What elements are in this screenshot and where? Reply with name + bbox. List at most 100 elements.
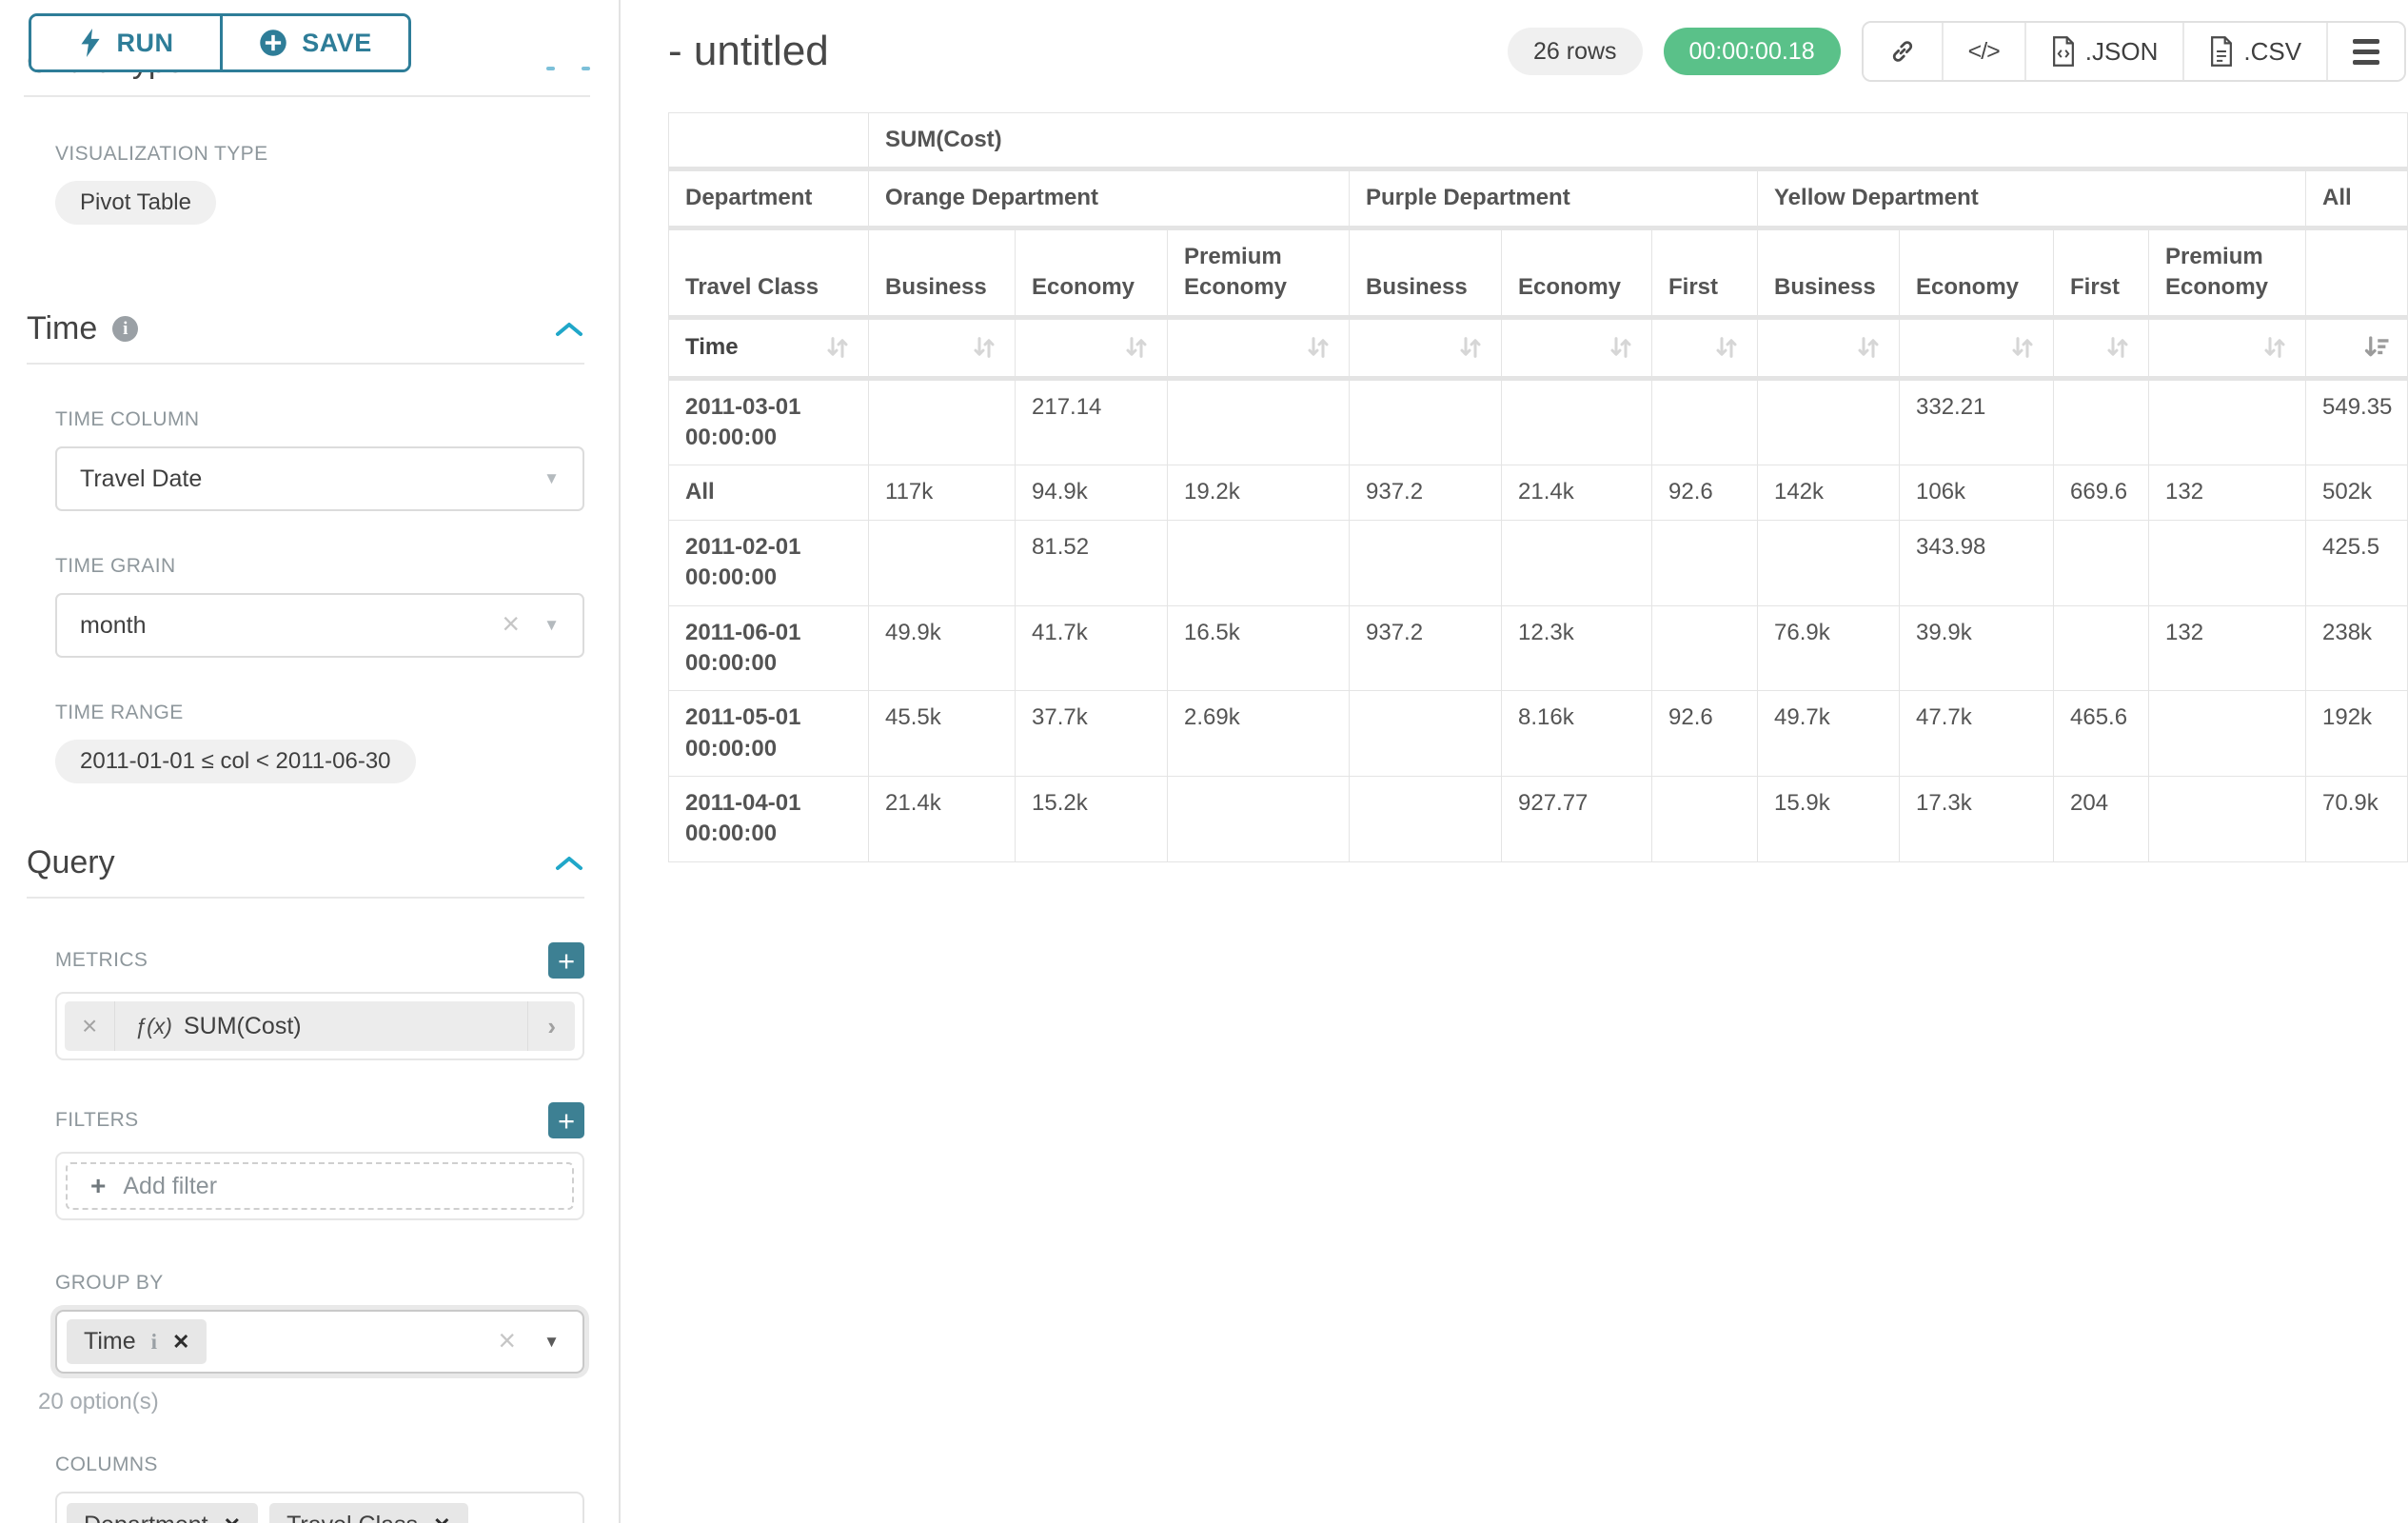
pivot-sorter-cell[interactable] [1501,316,1652,381]
run-button[interactable]: RUN [31,16,220,69]
sort-icon[interactable] [1712,333,1741,362]
chevron-up-icon[interactable] [554,320,584,339]
add-metric-button[interactable]: + [548,942,584,979]
pivot-sorter-cell[interactable] [2304,316,2408,381]
pivot-row3-corner: Travel Class [668,227,869,320]
time-column-value: Travel Date [80,465,203,492]
pivot-sorter-cell[interactable] [1349,316,1502,381]
pivot-value-cell [2148,776,2306,862]
pivot-col-group-header: All [2304,168,2408,230]
export-csv-button[interactable]: .CSV [2182,23,2327,80]
save-button[interactable]: SAVE [220,16,408,69]
sort-icon[interactable] [1456,333,1485,362]
sort-icon[interactable] [2260,333,2289,362]
lightning-icon [80,29,100,57]
pivot-value-cell: 502k [2304,465,2408,521]
visualization-type-pill[interactable]: Pivot Table [55,181,216,225]
pivot-value-cell: 76.9k [1757,604,1900,692]
pivot-col-header: Economy [1015,227,1168,320]
pivot-sorter-cell[interactable] [2148,316,2306,381]
time-range-pill[interactable]: 2011-01-01 ≤ col < 2011-06-30 [55,740,416,783]
pivot-value-cell: 465.6 [2053,690,2149,778]
clear-icon[interactable]: × [502,606,520,642]
pivot-sorter-cell[interactable] [1899,316,2054,381]
sort-icon[interactable] [970,333,998,362]
pivot-value-cell: 19.2k [1167,465,1350,521]
sort-icon[interactable] [2008,333,2037,362]
export-json-label: .JSON [2084,36,2159,66]
columns-select[interactable]: Department ✕ Travel Class ✕ × ▼ [55,1492,584,1523]
sort-desc-icon[interactable] [2362,333,2391,362]
columns-tag[interactable]: Department ✕ [67,1503,259,1523]
pivot-value-cell [2148,377,2306,466]
pivot-value-cell: 238k [2304,604,2408,692]
remove-tag-icon[interactable]: ✕ [172,1329,190,1354]
sort-icon[interactable] [1854,333,1883,362]
export-json-button[interactable]: .JSON [2023,23,2183,80]
sort-icon[interactable] [1122,333,1151,362]
pivot-sorter-cell[interactable] [1651,316,1758,381]
pivot-value-cell [1349,377,1502,466]
time-column-label: TIME COLUMN [55,408,200,430]
add-filter-button[interactable]: + [548,1102,584,1138]
chart-title[interactable]: - untitled [668,28,829,74]
pivot-value-cell: 81.52 [1015,519,1168,606]
sort-icon[interactable] [1304,333,1332,362]
tag-label: Travel Class [286,1512,418,1523]
run-save-button-group: RUN SAVE [29,13,411,72]
pivot-row-label: 2011-02-01 00:00:00 [668,519,869,606]
pivot-row-dim-header[interactable]: Time [668,316,869,381]
pivot-sorter-cell[interactable] [1757,316,1900,381]
sort-icon[interactable] [1607,333,1635,362]
table-row: All 117k 94.9k 19.2k 937.2 21.4k 92.6 142k 106k 6… [668,465,2408,521]
pivot-value-cell: 47.7k [1899,690,2054,778]
pivot-value-cell [1167,519,1350,606]
chevron-up-icon[interactable] [554,854,584,873]
pivot-sorter-cell[interactable] [1167,316,1350,381]
pivot-row-label: All [668,465,869,521]
clear-icon[interactable]: × [498,1322,516,1357]
pivot-value-cell [1501,519,1652,606]
pivot-value-cell: 117k [868,465,1016,521]
copy-link-button[interactable] [1863,23,1942,80]
pivot-value-cell [1651,377,1758,466]
sidebar-scroll-area[interactable]: VISUALIZATION TYPE Pivot Table Time i TI… [0,97,619,1523]
link-icon [1892,41,1912,62]
embed-code-button[interactable]: </> [1941,23,2024,80]
save-button-label: SAVE [302,28,372,57]
columns-tag[interactable]: Travel Class ✕ [269,1503,468,1523]
pivot-sorter-cell[interactable] [868,316,1016,381]
time-grain-select[interactable]: month × ▼ [55,593,584,658]
pivot-value-cell [1349,690,1502,778]
add-filter-dropzone[interactable]: + Add filter [66,1162,574,1210]
code-icon: </> [1967,37,2001,65]
filters-container: + Add filter [55,1152,584,1220]
more-menu-button[interactable] [2326,23,2405,80]
pivot-value-cell [868,377,1016,466]
chevron-right-icon[interactable]: › [527,1001,575,1051]
group-by-tag[interactable]: Time i ✕ [67,1319,207,1364]
sort-icon[interactable] [2103,333,2132,362]
table-row: 2011-02-01 00:00:00 81.52 343.98 425.5 [668,519,2408,606]
sort-icon[interactable] [823,333,852,362]
pivot-value-cell: 2.69k [1167,690,1350,778]
remove-metric-icon[interactable]: × [65,1001,116,1051]
chart-header: - untitled 26 rows 00:00:00.18 </> [668,21,2408,82]
pivot-value-cell [1501,377,1652,466]
remove-tag-icon[interactable]: ✕ [224,1513,241,1523]
time-column-select[interactable]: Travel Date ▼ [55,446,584,511]
pivot-sorter-cell[interactable] [2053,316,2149,381]
divider [27,897,584,899]
pivot-sorter-cell[interactable] [1015,316,1168,381]
pivot-value-cell [1167,377,1350,466]
pivot-col-header: First [1651,227,1758,320]
export-toolbar: </> .JSON .CSV [1861,21,2407,82]
group-by-select[interactable]: Time i ✕ × ▼ [55,1310,584,1374]
pivot-value-cell: 21.4k [1501,465,1652,521]
pivot-col-header: Business [1349,227,1502,320]
remove-tag-icon[interactable]: ✕ [433,1513,450,1523]
csv-file-icon [2211,36,2233,67]
metric-item[interactable]: × ƒ(x) SUM(Cost) › [65,1001,575,1051]
pivot-col-header: Economy [1501,227,1652,320]
